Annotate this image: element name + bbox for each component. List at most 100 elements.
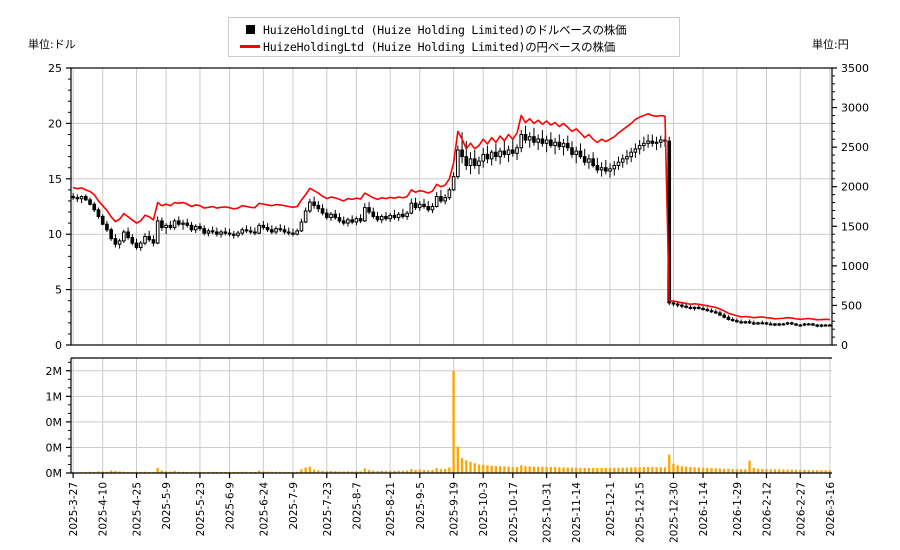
candle-body [88,199,92,205]
candle-body [494,151,498,158]
candle-body [274,228,278,233]
volume-bar [600,467,603,473]
volume-bar [591,467,595,473]
candle-body [498,150,502,158]
volume-bar [545,466,548,473]
candle-body [515,147,519,154]
volume-bar [494,465,498,473]
candle-body [790,322,794,325]
volume-bar [503,466,506,473]
volume-bar [156,467,159,473]
volume-bar [486,465,489,473]
candle-body [616,161,621,167]
volume-bar [689,467,692,473]
candle-body [198,225,202,230]
price-plot-frame [70,67,833,346]
volume-bar [418,469,421,473]
volume-bar [524,466,527,473]
candle-body [468,158,473,167]
volume-bar [511,466,514,473]
volume-bar [114,471,117,473]
candle-body [189,224,194,231]
candle-body [324,212,329,219]
candle-body [527,136,532,141]
x-axis-tick-label: 2025-8-7 [351,482,363,530]
x-axis-tick-label: 2025-4-25 [132,482,144,536]
volume-bar [397,470,400,473]
volume-bar [769,469,772,473]
volume-bar [241,471,244,473]
volume-bar [613,467,616,473]
candle-body [464,156,469,167]
volume-bar [122,471,126,473]
volume-bar [469,461,472,473]
candle-body [502,150,507,155]
candle-body [451,176,456,191]
candle-body [265,227,270,231]
candle-body [570,147,574,155]
candle-body [481,153,486,162]
candle-body [637,145,642,150]
volume-bar [744,469,747,473]
candle-body [747,321,752,324]
candle-body [143,235,147,244]
candle-body [392,214,397,219]
candle-body [401,213,405,217]
volume-bar [541,466,544,473]
legend-item-jpy: HuizeHoldingLtd (Huize Holding Limited)の… [237,38,673,55]
volume-bar [427,470,430,473]
yen-price-line [72,113,830,321]
x-axis-tick-label: 2026-1-14 [698,482,710,537]
volume-bar [300,469,303,473]
candle-body [684,305,688,308]
candle-body [282,229,287,233]
volume-bar [439,469,443,473]
right-axis-tick-label: 2500 [841,141,869,154]
volume-bar [828,470,832,473]
candle-body [625,156,629,160]
volume-bar [579,467,582,473]
x-axis-tick-label: 2025-10-31 [542,482,554,543]
volume-bar [266,471,269,473]
candle-body [709,310,714,313]
candle-body [253,231,257,234]
volume-bar [583,467,586,473]
volume-bar [321,470,324,473]
volume-axis-tick-label: 0M [46,467,63,480]
volume-bar [342,471,345,473]
candle-body [375,215,380,221]
candle-body [532,136,536,143]
candle-body [320,208,325,214]
volume-bar [257,470,261,473]
candle-body [565,142,570,149]
volume-bar [317,470,320,473]
candle-body [658,139,663,143]
volume-bar [376,471,379,473]
candle-body [168,224,173,229]
x-axis-tick-label: 2026-2-12 [762,482,774,536]
candle-body [413,202,418,209]
candle-body [582,156,587,163]
x-axis-tick-label: 2025-12-15 [635,482,647,543]
volume-bar [765,469,768,473]
volume-bar [274,471,278,473]
candle-body [227,232,232,235]
volume-bar [528,466,531,473]
candle-body [354,218,359,223]
volume-bar [773,469,777,473]
volume-bar [262,471,265,473]
volume-bar [790,469,793,473]
candle-body [587,158,591,163]
candle-body [523,133,528,141]
candle-body [278,228,283,231]
candle-body [773,323,777,326]
x-axis-tick-label: 2025-4-10 [98,482,110,536]
volume-bar [756,468,760,473]
volume-bar [718,468,722,473]
volume-bar [659,467,662,473]
volume-bar [668,454,671,473]
volume-bar [680,466,684,473]
volume-bar [739,469,743,473]
right-axis-tick-label: 0 [841,339,848,352]
volume-bar [630,467,633,473]
